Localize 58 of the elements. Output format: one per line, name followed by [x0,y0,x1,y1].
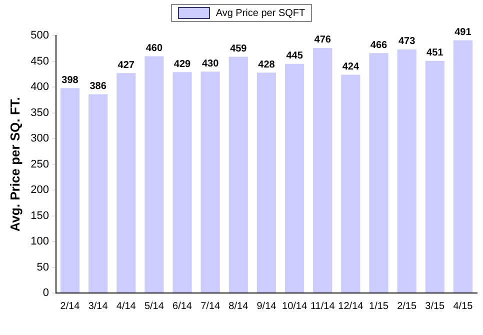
data-label: 460 [146,42,163,54]
bar [425,60,444,292]
data-label: 451 [426,48,444,59]
data-label: 429 [174,58,192,70]
x-tick-label: 10/14 [282,300,308,312]
x-tick-label: 9/14 [256,300,277,312]
data-label: 424 [342,61,360,72]
data-label: 459 [230,43,248,54]
x-tick-label: 11/14 [310,300,336,312]
x-tick-label: 7/14 [200,300,221,312]
data-label: 491 [454,26,472,38]
data-label: 386 [90,81,107,92]
y-tick-label: 400 [30,81,49,94]
x-tick-label: 6/14 [172,300,192,312]
data-label: 473 [398,36,416,48]
y-tick-label: 0 [42,287,49,300]
x-tick-label: 2/15 [397,300,417,312]
y-tick-label: 50 [36,261,49,274]
x-tick-label: 5/14 [144,300,164,312]
x-tick-label: 12/14 [338,300,364,312]
bar [200,72,220,292]
data-label: 466 [370,40,388,51]
bar [313,48,332,292]
data-label: 427 [118,60,135,71]
x-tick-label: 3/15 [425,300,446,312]
bar [228,56,248,292]
bar [172,72,192,292]
x-tick-label: 4/15 [453,300,474,312]
x-tick-label: 3/14 [88,300,108,312]
bar [60,88,80,292]
data-label: 428 [258,59,276,70]
y-tick-label: 500 [30,30,49,42]
y-tick-label: 200 [30,184,49,196]
data-label: 430 [202,58,220,70]
x-tick-label: 2/14 [60,300,80,312]
y-tick-label: 100 [30,236,49,248]
bar [256,72,276,292]
y-tick-label: 150 [30,210,49,222]
y-tick-label: 450 [30,55,49,68]
bar [116,73,136,292]
y-tick-label: 300 [30,132,49,145]
bar [88,94,108,292]
bar [397,50,416,292]
x-tick-label: 4/14 [116,300,136,312]
y-tick-label: 250 [30,158,49,170]
x-tick-label: 1/15 [369,300,389,312]
data-label: 476 [314,34,332,46]
bar [453,40,473,292]
data-label: 398 [62,74,79,86]
bar [341,74,360,292]
text: Avg Price per SQFT [216,8,306,18]
y-axis-title: Avg. Price per SQ. FT. [7,96,22,232]
x-tick-label: 8/14 [228,300,249,312]
bar [144,56,164,292]
data-label: 445 [286,50,304,62]
y-tick-label: 350 [30,106,49,119]
bar [285,64,304,292]
bar [369,53,388,292]
